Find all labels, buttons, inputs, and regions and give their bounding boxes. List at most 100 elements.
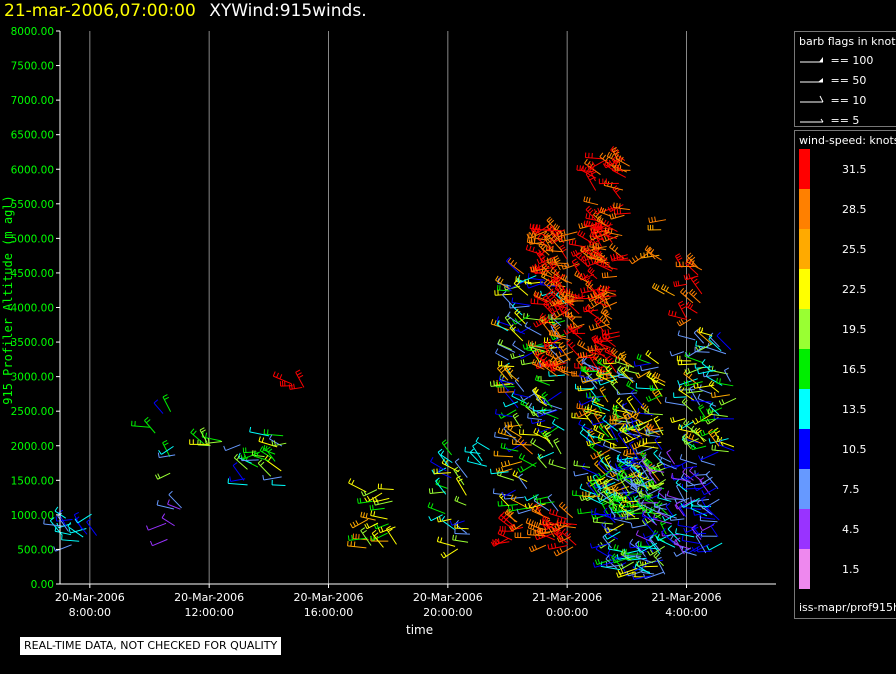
barb-shaft bbox=[613, 518, 632, 524]
barb-flag bbox=[532, 439, 537, 445]
barb-flag bbox=[504, 461, 507, 467]
speed-swatch bbox=[799, 349, 810, 389]
barb-flag bbox=[680, 502, 684, 508]
barb-flag bbox=[558, 365, 562, 371]
wind-barb bbox=[499, 377, 509, 391]
wind-barb bbox=[511, 297, 531, 306]
wind-barb bbox=[622, 497, 639, 503]
barb-shaft bbox=[587, 376, 598, 390]
barb-shaft bbox=[631, 252, 649, 265]
barb-flag bbox=[617, 365, 622, 370]
barb-flag bbox=[590, 169, 596, 173]
barb-flag bbox=[688, 373, 693, 379]
barb-flag bbox=[612, 185, 618, 190]
barb-flag bbox=[625, 490, 628, 496]
barb-flag bbox=[532, 266, 535, 272]
barb-flag bbox=[365, 512, 368, 519]
barb-flag bbox=[531, 520, 534, 526]
qc-warning-label: REAL-TIME DATA, NOT CHECKED FOR QUALITY bbox=[20, 637, 282, 655]
barb-shaft bbox=[427, 506, 446, 515]
barb-flag bbox=[437, 448, 443, 453]
barb-flag bbox=[545, 344, 550, 348]
barb-shaft bbox=[585, 209, 597, 221]
barb-flag bbox=[529, 502, 533, 508]
wind-barb bbox=[649, 385, 663, 391]
wind-barb bbox=[499, 526, 514, 532]
barb-shaft bbox=[454, 461, 468, 478]
barb-flag bbox=[541, 255, 546, 260]
wind-barb bbox=[229, 476, 246, 482]
barb-flag bbox=[719, 378, 721, 384]
barb-flag bbox=[527, 273, 530, 279]
barb-shaft bbox=[443, 548, 459, 559]
barb-shaft bbox=[348, 537, 368, 541]
barb-flag bbox=[641, 511, 644, 517]
barb-legend-5: == 5 bbox=[799, 114, 859, 127]
barb-shaft bbox=[497, 282, 512, 287]
barb-flag bbox=[655, 418, 661, 423]
wind-barb bbox=[697, 393, 717, 407]
barb-flag bbox=[655, 535, 659, 541]
barb-flag bbox=[617, 155, 622, 161]
wind-barb bbox=[609, 442, 629, 449]
barb-flag bbox=[584, 261, 588, 267]
barb-flag bbox=[496, 320, 500, 325]
barb-shaft bbox=[579, 354, 594, 359]
wind-barb bbox=[571, 412, 589, 420]
barb-shaft bbox=[358, 500, 373, 504]
barb-shaft bbox=[680, 458, 698, 465]
barb-flag bbox=[528, 231, 530, 238]
barb-flag bbox=[290, 384, 293, 390]
barb-flag bbox=[701, 496, 706, 500]
barb-shaft bbox=[454, 527, 469, 530]
barb-shaft bbox=[605, 558, 618, 569]
barb-flag bbox=[546, 346, 551, 350]
barb-flag bbox=[691, 434, 695, 440]
barb-shaft bbox=[272, 484, 286, 486]
barb-shaft bbox=[641, 460, 652, 475]
barb-flag bbox=[554, 542, 557, 549]
barb-flag bbox=[568, 288, 571, 294]
barb-flag bbox=[495, 408, 497, 415]
barb-flag bbox=[590, 419, 594, 426]
x-tick-date-label: 20-Mar-2006 bbox=[174, 591, 244, 604]
barb-flag bbox=[347, 540, 349, 546]
barb-flag bbox=[655, 553, 660, 559]
wind-barb bbox=[588, 323, 610, 331]
barb-flag bbox=[590, 475, 592, 481]
barb-flag bbox=[595, 212, 600, 218]
barb-flag bbox=[603, 311, 609, 315]
barb-shaft bbox=[695, 473, 708, 476]
y-tick-label: 2000.00 bbox=[11, 441, 54, 453]
wind-barb bbox=[498, 513, 514, 531]
barb-flag bbox=[603, 208, 607, 214]
barb-flag bbox=[563, 235, 566, 241]
barb-flag bbox=[708, 428, 713, 433]
barb-flag bbox=[619, 425, 624, 431]
barb-flag bbox=[603, 235, 607, 241]
barb-flag bbox=[573, 471, 576, 477]
barb-shaft bbox=[535, 318, 551, 328]
barb-shaft bbox=[699, 516, 716, 520]
barb-flag bbox=[598, 224, 602, 229]
barb-flag bbox=[622, 423, 627, 428]
barb-flag bbox=[579, 508, 582, 514]
barb-flag bbox=[507, 257, 512, 263]
barb-shaft bbox=[429, 491, 446, 494]
barb-shaft bbox=[581, 398, 595, 406]
barb-flag bbox=[201, 429, 206, 433]
barb-flag bbox=[627, 365, 630, 372]
barb-shaft bbox=[683, 497, 700, 508]
barb-flag bbox=[706, 418, 711, 424]
barb-flag bbox=[553, 437, 559, 442]
barb-flag bbox=[511, 297, 514, 303]
wind-barb bbox=[517, 436, 533, 455]
barb-flag bbox=[563, 329, 567, 335]
barb-flag bbox=[539, 362, 543, 368]
barb-flag bbox=[647, 493, 653, 499]
barb-shaft bbox=[606, 523, 624, 534]
barb-shaft bbox=[705, 375, 723, 386]
barb-shaft bbox=[681, 550, 697, 556]
barb-flag bbox=[633, 461, 639, 466]
barb-flag bbox=[573, 460, 576, 466]
